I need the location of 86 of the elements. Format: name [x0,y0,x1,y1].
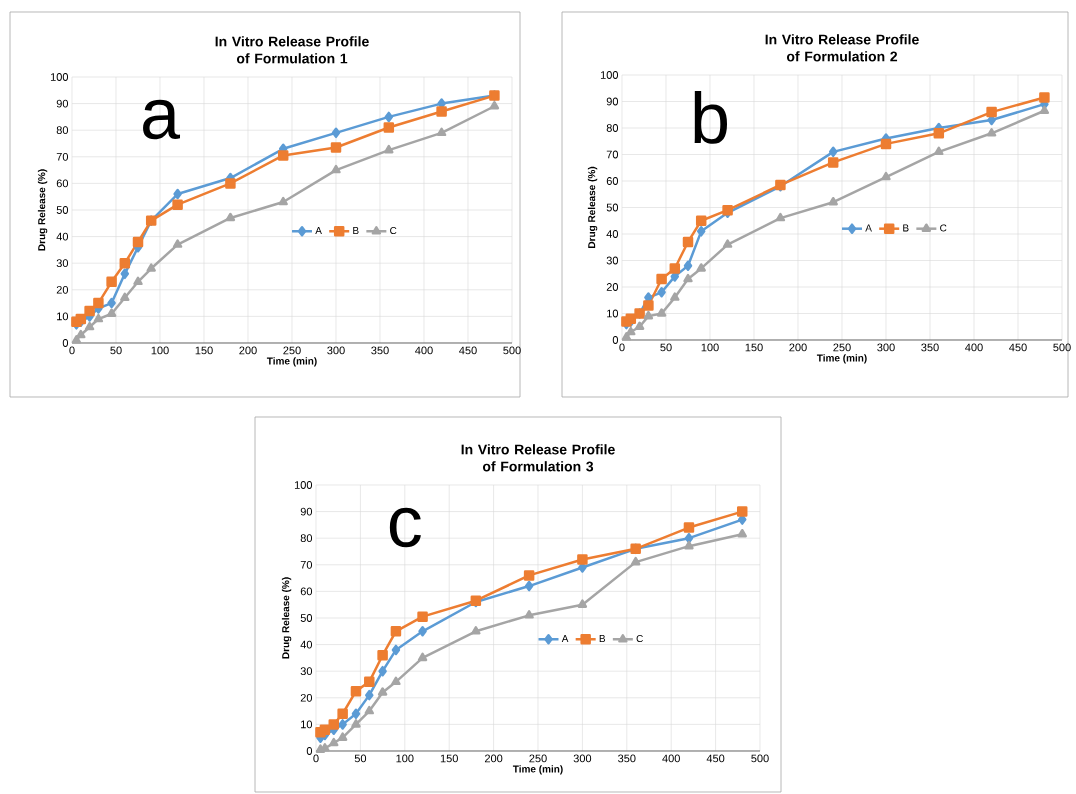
y-tick-label: 90 [606,97,619,106]
annotation: a [143,99,181,140]
y-tick-label: 10 [57,312,69,321]
y-tick-label: 90 [300,507,313,516]
x-tick-label: 400 [662,754,680,763]
legend-label: C [390,227,397,235]
legend-label: A [315,227,322,234]
y-tick-label: 40 [300,640,313,649]
legend-label: A [865,224,872,232]
x-tick-label: 400 [965,343,983,352]
x-tick-label: 500 [503,346,521,355]
x-tick-label: 500 [1053,343,1071,352]
x-tick-label: 500 [751,754,769,763]
legend-label: C [636,635,643,643]
x-tick-label: 200 [789,343,807,352]
x-tick-label: 100 [701,343,719,352]
y-tick-label: 70 [56,152,69,161]
y-tick-label: 100 [600,71,619,79]
y-tick-label: 0 [306,747,313,755]
x-tick-label: 450 [1009,343,1027,352]
legend-label: A [561,635,569,642]
x-tick-label: 350 [618,754,636,763]
y-tick-label: 40 [606,230,619,238]
x-tick-label: 250 [833,343,851,352]
x-tick-label: 0 [619,343,625,352]
y-tick-label: 50 [300,614,313,622]
x-tick-label: 450 [459,346,477,355]
x-tick-label: 50 [110,346,122,355]
x-tick-label: 200 [239,346,257,355]
y-tick-label: 80 [300,534,313,543]
x-tick-label: 150 [745,343,763,352]
y-tick-label: 20 [606,283,619,291]
legend-label: B [353,227,359,234]
y-tick-label: 70 [606,150,619,159]
y-tick-label: 80 [606,124,619,132]
x-tick-label: 50 [660,343,672,352]
chart-title: In Vitro Release Profile of Formulation 3 [461,444,615,472]
x-tick-label: 150 [440,754,458,763]
legend-label: B [599,635,606,642]
chart-title: In Vitro Release Profile of Formulation 1 [215,36,369,64]
y-tick-label: 100 [50,73,69,81]
y-tick-label: 20 [56,285,69,294]
x-tick-label: 250 [529,754,547,763]
y-tick-label: 10 [301,720,313,729]
x-tick-label: 450 [706,754,725,763]
y-tick-label: 50 [606,203,619,212]
legend-label: C [940,224,947,232]
y-tick-label: 90 [56,99,69,108]
x-tick-label: 300 [877,343,895,352]
x-axis-title: Time (min) [266,357,317,367]
x-axis-title: Time (min) [816,354,867,364]
y-tick-label: 60 [300,587,313,596]
x-tick-label: 200 [484,754,503,763]
x-tick-label: 300 [327,346,345,355]
x-tick-label: 100 [151,346,169,355]
y-tick-label: 30 [56,259,69,268]
y-tick-label: 50 [56,206,69,214]
chart-title: In Vitro Release Profile of Formulation 2 [765,34,919,62]
y-tick-label: 80 [56,126,69,135]
y-tick-label: 70 [300,560,313,569]
y-axis-title: Drug Release (%) [281,577,292,659]
x-tick-label: 0 [313,754,319,763]
x-tick-label: 350 [921,343,939,352]
x-tick-label: 250 [283,346,301,355]
y-axis-title: Drug Release (%) [37,169,48,251]
y-tick-label: 40 [56,232,69,241]
y-tick-label: 60 [56,179,69,188]
y-tick-label: 60 [606,177,619,185]
annotation: c [389,507,421,548]
x-axis-title: Time (min) [512,765,563,775]
x-tick-label: 150 [195,346,213,355]
legend-label: B [903,224,909,232]
annotation: b [694,90,728,144]
y-tick-label: 100 [294,481,313,489]
x-tick-label: 350 [371,346,389,355]
y-tick-label: 10 [607,309,619,318]
y-tick-label: 30 [300,667,313,676]
y-tick-label: 30 [606,256,619,265]
y-axis-title: Drug Release (%) [587,166,598,248]
y-tick-label: 20 [300,693,313,702]
x-tick-label: 0 [69,346,75,355]
x-tick-label: 100 [396,754,414,763]
y-tick-label: 0 [612,336,619,344]
x-tick-label: 50 [354,754,367,763]
x-tick-label: 400 [415,346,433,355]
x-tick-label: 300 [573,754,592,763]
